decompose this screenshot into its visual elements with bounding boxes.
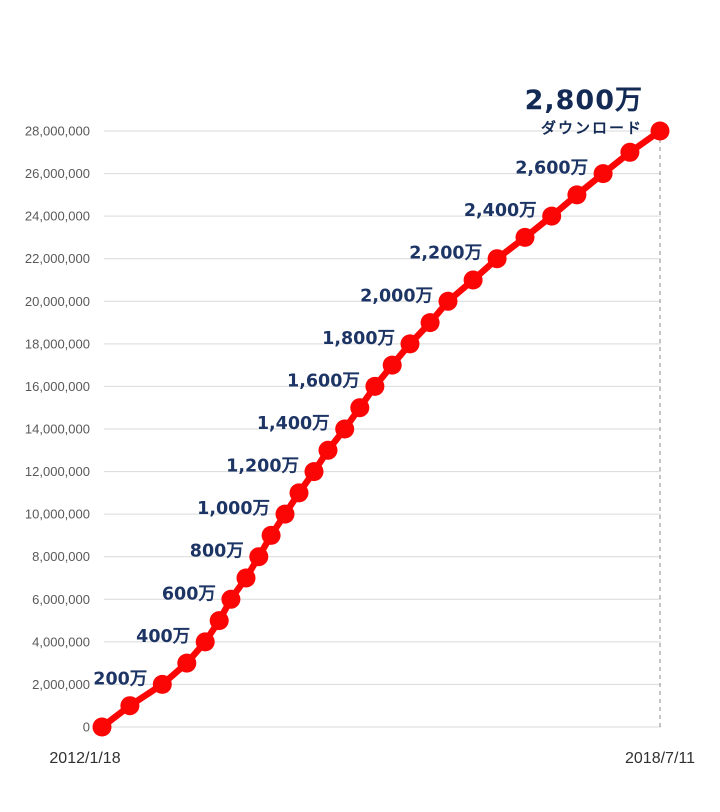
milestone-label: 1,600万 xyxy=(287,371,360,391)
final-value-sublabel: ダウンロード xyxy=(540,119,643,137)
data-point-marker xyxy=(515,227,535,247)
data-point-marker xyxy=(120,696,140,716)
data-point-marker xyxy=(304,462,324,482)
y-axis-tick-label: 0 xyxy=(83,720,90,735)
y-axis-tick-label: 26,000,000 xyxy=(25,166,90,181)
data-point-marker xyxy=(593,164,613,184)
milestone-label: 400万 xyxy=(136,627,190,647)
y-axis-tick-label: 8,000,000 xyxy=(32,549,90,564)
data-point-marker xyxy=(463,270,483,290)
data-point-marker xyxy=(567,185,587,205)
data-point-marker xyxy=(365,376,385,396)
data-point-marker xyxy=(350,398,370,418)
data-point-marker xyxy=(335,419,355,439)
milestone-label: 2,600万 xyxy=(515,159,588,179)
milestone-label: 1,200万 xyxy=(226,457,299,477)
data-point-marker xyxy=(289,483,309,503)
data-point-marker xyxy=(275,504,295,524)
data-point-marker xyxy=(152,674,172,694)
data-point-marker xyxy=(400,334,420,354)
final-value-label: 2,800万 xyxy=(524,85,643,116)
y-axis-tick-label: 18,000,000 xyxy=(25,336,90,351)
y-axis-tick-label: 28,000,000 xyxy=(25,124,90,139)
milestone-label: 200万 xyxy=(93,669,147,689)
y-axis-tick-label: 4,000,000 xyxy=(32,634,90,649)
data-point-marker xyxy=(542,206,562,226)
y-axis-tick-label: 20,000,000 xyxy=(25,294,90,309)
y-axis-tick-label: 24,000,000 xyxy=(25,209,90,224)
y-axis-tick-label: 12,000,000 xyxy=(25,464,90,479)
y-axis-tick-label: 10,000,000 xyxy=(25,507,90,522)
data-point-marker xyxy=(249,547,269,567)
data-point-marker xyxy=(420,313,440,333)
data-point-marker xyxy=(92,717,112,737)
data-point-marker xyxy=(195,632,215,652)
milestone-label: 2,400万 xyxy=(464,201,537,221)
milestone-label: 600万 xyxy=(162,584,216,604)
milestone-label: 1,400万 xyxy=(257,414,330,434)
milestone-label: 1,800万 xyxy=(322,329,395,349)
y-axis-tick-label: 14,000,000 xyxy=(25,422,90,437)
milestone-label: 2,200万 xyxy=(409,244,482,264)
data-point-marker xyxy=(487,249,507,269)
final-value-annotation: 2,800万 ダウンロード xyxy=(525,87,643,138)
axis-date-start: 2012/1/18 xyxy=(49,750,121,767)
y-axis-tick-label: 6,000,000 xyxy=(32,592,90,607)
milestone-label: 1,000万 xyxy=(197,499,270,519)
data-point-marker xyxy=(382,355,402,375)
data-point-marker xyxy=(261,525,281,545)
milestone-label: 800万 xyxy=(190,542,244,562)
data-point-marker xyxy=(177,653,197,673)
y-axis-tick-label: 16,000,000 xyxy=(25,379,90,394)
data-point-marker xyxy=(650,121,670,141)
y-axis-tick-label: 2,000,000 xyxy=(32,677,90,692)
data-point-marker xyxy=(221,589,241,609)
data-point-marker xyxy=(438,291,458,311)
data-point-marker xyxy=(620,142,640,162)
data-point-marker xyxy=(318,440,338,460)
data-point-marker xyxy=(209,611,229,631)
y-axis-tick-label: 22,000,000 xyxy=(25,251,90,266)
data-point-marker xyxy=(236,568,256,588)
axis-date-end: 2018/7/11 xyxy=(625,750,695,767)
milestone-label: 2,000万 xyxy=(360,286,433,306)
